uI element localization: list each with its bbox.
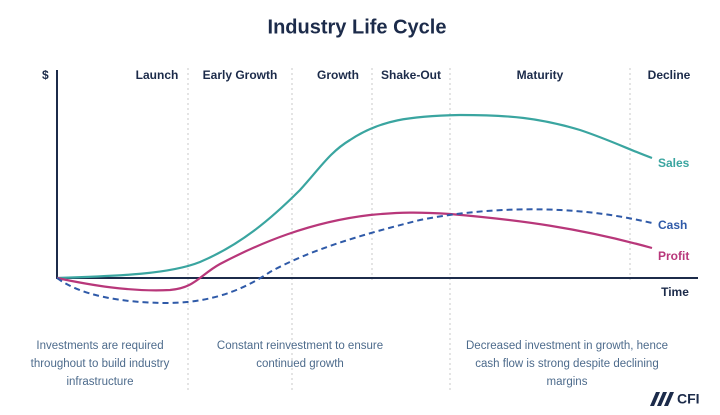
stage-dividers	[187, 68, 631, 392]
note-line: infrastructure	[66, 376, 133, 388]
note-line: cash flow is strong despite declining	[475, 358, 658, 370]
curve-label: Cash	[658, 218, 687, 232]
sales-curve	[56, 113, 653, 280]
curve-label: Sales	[658, 156, 690, 170]
stage-label: Early Growth	[203, 68, 278, 82]
note-line: Investments are required	[36, 340, 163, 352]
note-line: continued growth	[256, 358, 344, 370]
stage-label: Maturity	[517, 68, 564, 82]
logo-mark	[650, 392, 674, 406]
note-line: Decreased investment in growth, hence	[466, 340, 668, 352]
stage-label: Decline	[648, 68, 691, 82]
x-axis-label: Time	[661, 285, 689, 299]
curve-label: Profit	[658, 249, 689, 263]
stage-label: Shake-Out	[381, 68, 441, 82]
note-line: throughout to build industry	[31, 358, 170, 370]
profit-curve	[56, 211, 653, 292]
stage-label: Growth	[317, 68, 359, 82]
note-line: margins	[547, 376, 588, 388]
logo: CFI	[650, 391, 700, 407]
logo-text: CFI	[677, 391, 700, 407]
y-axis-label: $	[42, 68, 49, 82]
stage-label: Launch	[136, 68, 179, 82]
cash-curve	[56, 208, 653, 305]
title: Industry Life Cycle	[268, 16, 447, 38]
note-line: Constant reinvestment to ensure	[217, 340, 383, 352]
